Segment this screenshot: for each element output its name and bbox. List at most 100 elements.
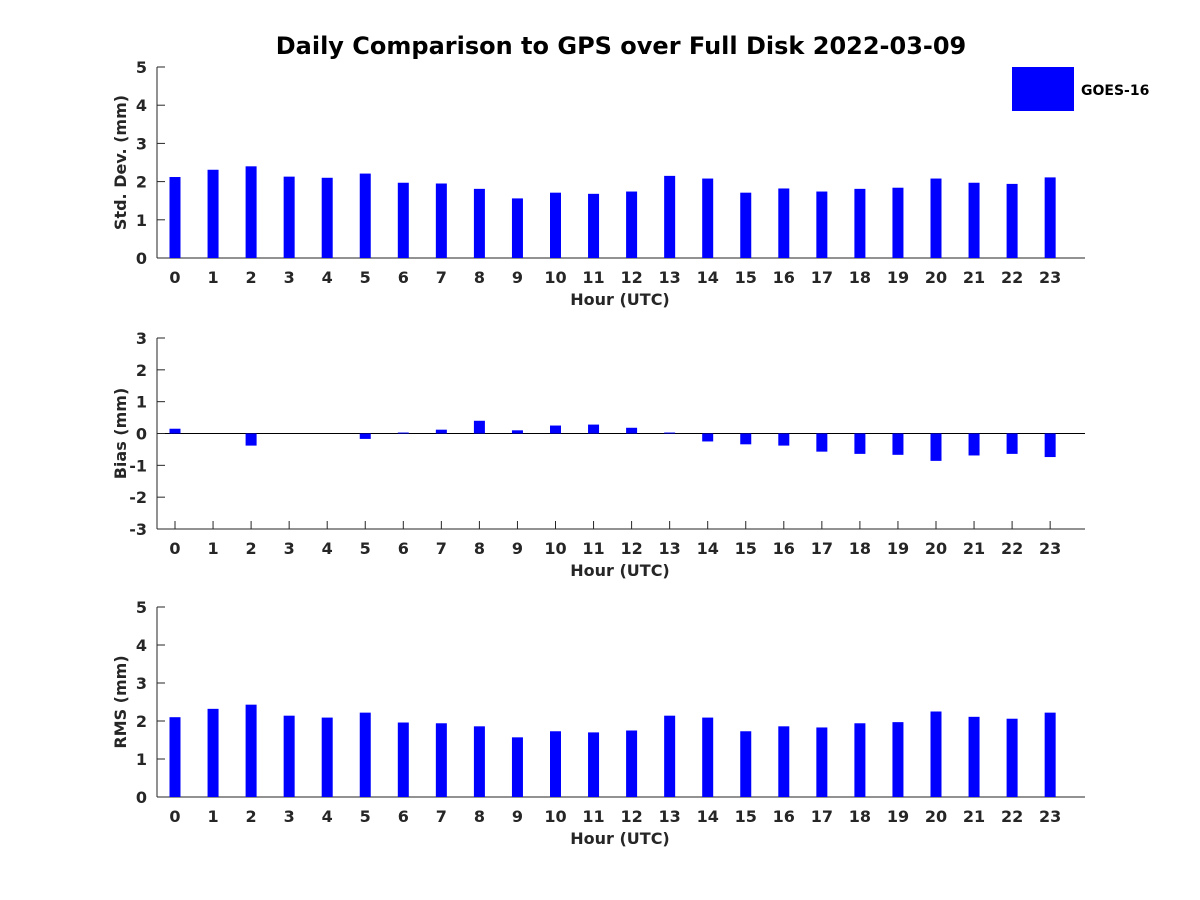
x-tick-label: 1	[207, 807, 218, 826]
bar-std-hour-20	[930, 178, 942, 258]
bar-bias-hour-9	[511, 430, 523, 434]
x-tick-label: 8	[474, 807, 485, 826]
y-tick-label: -2	[129, 488, 147, 507]
bar-rms-hour-17	[816, 727, 828, 797]
x-tick-label: 6	[398, 268, 409, 287]
bar-std-hour-3	[283, 176, 295, 258]
y-axis-label: Bias (mm)	[111, 388, 130, 480]
bar-rms-hour-11	[588, 732, 600, 797]
bar-rms-hour-8	[473, 726, 485, 797]
x-tick-label: 18	[849, 268, 871, 287]
bar-bias-hour-23	[1044, 433, 1056, 458]
bar-rms-hour-12	[626, 730, 638, 797]
x-tick-label: 14	[697, 539, 719, 558]
bar-bias-hour-13	[664, 432, 676, 434]
bar-std-hour-11	[588, 193, 600, 258]
bar-std-hour-22	[1006, 183, 1018, 258]
bar-std-hour-21	[968, 182, 980, 258]
y-tick-label: 3	[136, 134, 147, 153]
x-tick-label: 1	[207, 539, 218, 558]
bar-std-hour-9	[511, 198, 523, 258]
x-tick-label: 11	[582, 807, 604, 826]
bar-std-hour-6	[397, 182, 409, 258]
x-tick-label: 2	[246, 807, 257, 826]
bar-bias-hour-10	[550, 425, 561, 434]
x-tick-label: 7	[436, 539, 447, 558]
y-tick-label: 3	[136, 329, 147, 348]
y-tick-label: 3	[136, 674, 147, 693]
x-tick-label: 11	[582, 268, 604, 287]
x-tick-label: 1	[207, 268, 218, 287]
y-tick-label: 4	[136, 636, 147, 655]
y-tick-label: 1	[136, 750, 147, 769]
bar-std-hour-7	[435, 183, 447, 258]
bar-bias-hour-0	[169, 428, 181, 434]
x-tick-label: 4	[322, 268, 333, 287]
x-tick-label: 0	[169, 268, 180, 287]
x-tick-label: 12	[620, 807, 642, 826]
x-axis-label: Hour (UTC)	[570, 561, 670, 580]
x-axis-label: Hour (UTC)	[570, 829, 670, 848]
y-tick-label: 5	[136, 598, 147, 617]
y-tick-label: 0	[136, 788, 147, 807]
bar-std-hour-13	[664, 175, 676, 258]
x-tick-label: 10	[544, 268, 566, 287]
y-axis-label: RMS (mm)	[111, 655, 130, 748]
x-tick-label: 19	[887, 807, 909, 826]
bar-bias-hour-16	[778, 433, 790, 446]
y-tick-label: 1	[136, 211, 147, 230]
x-tick-label: 10	[544, 539, 566, 558]
bar-rms-hour-20	[930, 711, 942, 797]
x-tick-label: 17	[811, 807, 833, 826]
x-tick-label: 6	[398, 539, 409, 558]
x-tick-label: 19	[887, 539, 909, 558]
x-tick-label: 15	[735, 268, 757, 287]
legend: GOES-16	[1012, 67, 1149, 111]
bar-bias-hour-18	[854, 433, 866, 454]
x-tick-label: 13	[659, 539, 681, 558]
legend-swatch	[1012, 67, 1074, 111]
x-tick-label: 19	[887, 268, 909, 287]
x-tick-label: 16	[773, 807, 795, 826]
bar-std-hour-5	[359, 173, 371, 258]
x-tick-label: 18	[849, 807, 871, 826]
y-tick-label: -1	[129, 456, 147, 475]
x-tick-label: 8	[474, 539, 485, 558]
bar-rms-hour-22	[1006, 718, 1018, 797]
bar-bias-hour-7	[435, 429, 447, 434]
bar-rms-hour-10	[550, 731, 561, 797]
x-tick-label: 16	[773, 539, 795, 558]
bar-bias-hour-11	[588, 424, 600, 434]
bar-std-hour-23	[1044, 177, 1056, 258]
bar-std-hour-0	[169, 177, 181, 258]
x-tick-label: 22	[1001, 268, 1023, 287]
x-tick-label: 16	[773, 268, 795, 287]
bar-rms-hour-5	[359, 712, 371, 797]
x-tick-label: 12	[620, 539, 642, 558]
x-tick-label: 14	[697, 807, 719, 826]
x-tick-label: 17	[811, 268, 833, 287]
x-tick-label: 21	[963, 807, 985, 826]
bar-rms-hour-1	[207, 708, 219, 797]
bar-rms-hour-15	[740, 731, 752, 797]
x-tick-label: 14	[697, 268, 719, 287]
bar-std-hour-15	[740, 192, 752, 258]
bar-std-hour-19	[892, 187, 904, 258]
bar-bias-hour-21	[968, 433, 980, 456]
bar-std-hour-12	[626, 191, 638, 258]
bar-std-hour-8	[473, 188, 485, 258]
x-tick-label: 3	[284, 539, 295, 558]
x-tick-label: 9	[512, 539, 523, 558]
bar-bias-hour-5	[359, 433, 371, 439]
chart-title: Daily Comparison to GPS over Full Disk 2…	[276, 32, 967, 60]
bar-std-hour-17	[816, 191, 828, 258]
x-tick-label: 7	[436, 807, 447, 826]
bar-bias-hour-22	[1006, 433, 1018, 454]
bar-bias-hour-8	[473, 420, 485, 434]
y-tick-label: 1	[136, 393, 147, 412]
bar-bias-hour-2	[245, 433, 257, 446]
x-tick-label: 6	[398, 807, 409, 826]
y-tick-label: 2	[136, 712, 147, 731]
